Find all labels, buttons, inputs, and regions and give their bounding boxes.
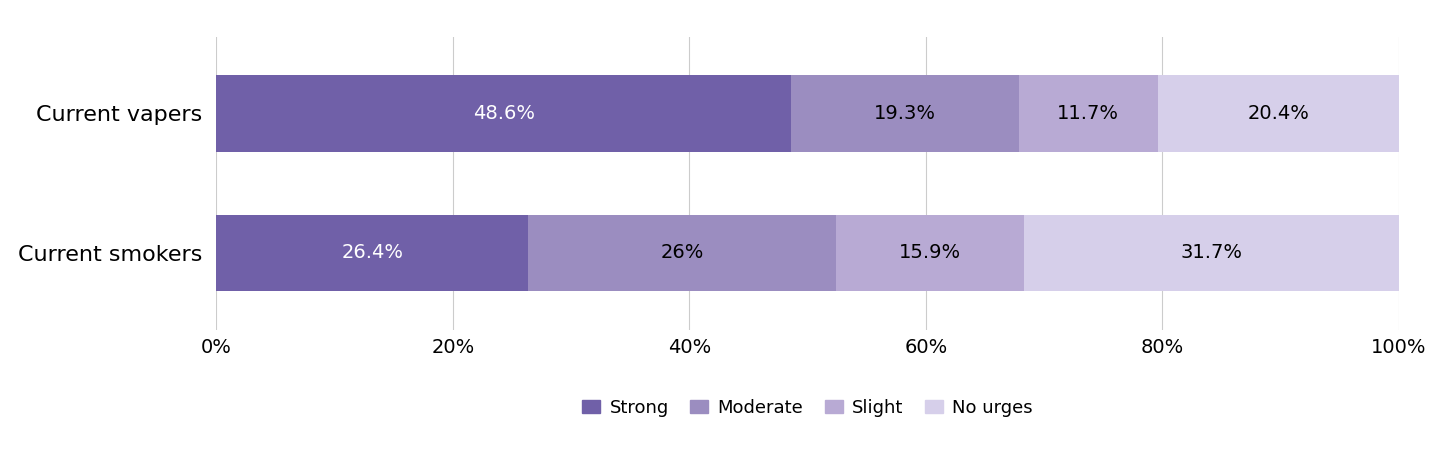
Bar [528,215,836,291]
Text: 48.6%: 48.6% [473,104,535,123]
Text: 31.7%: 31.7% [1181,244,1243,262]
Text: 11.7%: 11.7% [1057,104,1119,123]
Bar [1019,75,1158,152]
Text: 20.4%: 20.4% [1247,104,1309,123]
Text: 19.3%: 19.3% [874,104,936,123]
Bar [216,75,792,152]
Bar [1024,215,1399,291]
Text: 15.9%: 15.9% [898,244,960,262]
Bar [792,75,1019,152]
Text: 26.4%: 26.4% [342,244,404,262]
Text: 26%: 26% [660,244,704,262]
Bar [1158,75,1399,152]
Bar [216,215,528,291]
Bar [836,215,1024,291]
Legend: Strong, Moderate, Slight, No urges: Strong, Moderate, Slight, No urges [575,392,1040,424]
